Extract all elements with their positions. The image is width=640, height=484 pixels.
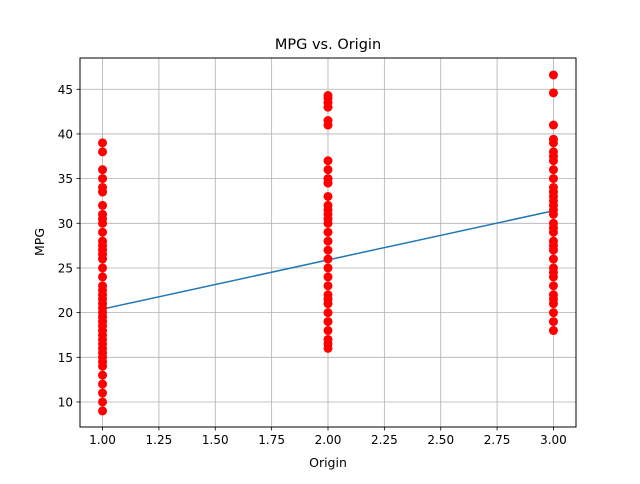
scatter-points — [98, 70, 558, 416]
data-point — [98, 379, 108, 389]
data-point — [548, 165, 558, 175]
data-point — [323, 174, 333, 184]
x-tick-label: 1.00 — [89, 433, 116, 447]
data-point — [323, 165, 333, 175]
data-point — [98, 281, 108, 291]
data-point — [548, 236, 558, 246]
data-point — [548, 120, 558, 130]
data-point — [323, 254, 333, 264]
data-point — [98, 200, 108, 210]
x-tick-label: 2.50 — [427, 433, 454, 447]
data-point — [98, 165, 108, 175]
data-point — [323, 263, 333, 273]
data-point — [323, 200, 333, 210]
data-point — [548, 134, 558, 144]
chart-title: MPG vs. Origin — [275, 37, 381, 53]
data-point — [548, 88, 558, 98]
x-tick-label: 3.00 — [540, 433, 567, 447]
x-axis-ticks: 1.00 1.25 1.50 1.75 2.00 2.25 2.50 2.75 3.00 — [89, 427, 567, 447]
data-point — [323, 91, 333, 101]
data-point — [98, 209, 108, 219]
y-axis-label: MPG — [32, 228, 47, 256]
data-point — [548, 183, 558, 193]
data-point — [323, 191, 333, 201]
data-point — [548, 147, 558, 157]
data-point — [323, 334, 333, 344]
x-tick-label: 1.75 — [258, 433, 285, 447]
data-point — [98, 138, 108, 148]
data-point — [548, 70, 558, 80]
data-point — [98, 236, 108, 246]
data-point — [323, 156, 333, 166]
y-tick-label: 45 — [58, 83, 73, 97]
y-tick-label: 30 — [58, 217, 73, 231]
x-tick-label: 2.00 — [315, 433, 342, 447]
y-tick-label: 15 — [58, 351, 73, 365]
data-point — [98, 388, 108, 398]
data-point — [323, 236, 333, 246]
data-point — [323, 326, 333, 336]
data-point — [98, 272, 108, 282]
data-point — [548, 174, 558, 184]
data-point — [548, 290, 558, 300]
y-tick-label: 25 — [58, 261, 73, 275]
data-point — [323, 290, 333, 300]
y-tick-label: 20 — [58, 306, 73, 320]
data-point — [323, 281, 333, 291]
x-tick-label: 1.25 — [146, 433, 173, 447]
y-tick-label: 35 — [58, 172, 73, 186]
data-point — [548, 326, 558, 336]
data-point — [98, 397, 108, 407]
data-point — [323, 116, 333, 126]
y-axis-ticks: 10 15 20 25 30 35 40 45 — [58, 83, 80, 409]
data-point — [548, 281, 558, 291]
data-point — [98, 174, 108, 184]
data-point — [98, 406, 108, 416]
data-point — [548, 254, 558, 264]
x-tick-label: 1.50 — [202, 433, 229, 447]
data-point — [323, 272, 333, 282]
x-tick-label: 2.75 — [484, 433, 511, 447]
data-point — [323, 317, 333, 327]
x-axis-label: Origin — [309, 455, 347, 470]
data-point — [98, 370, 108, 380]
data-point — [98, 227, 108, 237]
x-tick-label: 2.25 — [371, 433, 398, 447]
data-point — [548, 263, 558, 273]
y-tick-label: 10 — [58, 395, 73, 409]
data-point — [323, 308, 333, 318]
data-point — [98, 147, 108, 157]
data-point — [323, 245, 333, 255]
y-tick-label: 40 — [58, 127, 73, 141]
data-point — [98, 183, 108, 193]
data-point — [548, 308, 558, 318]
data-point — [98, 263, 108, 273]
data-point — [548, 317, 558, 327]
data-point — [548, 218, 558, 228]
data-point — [323, 227, 333, 237]
